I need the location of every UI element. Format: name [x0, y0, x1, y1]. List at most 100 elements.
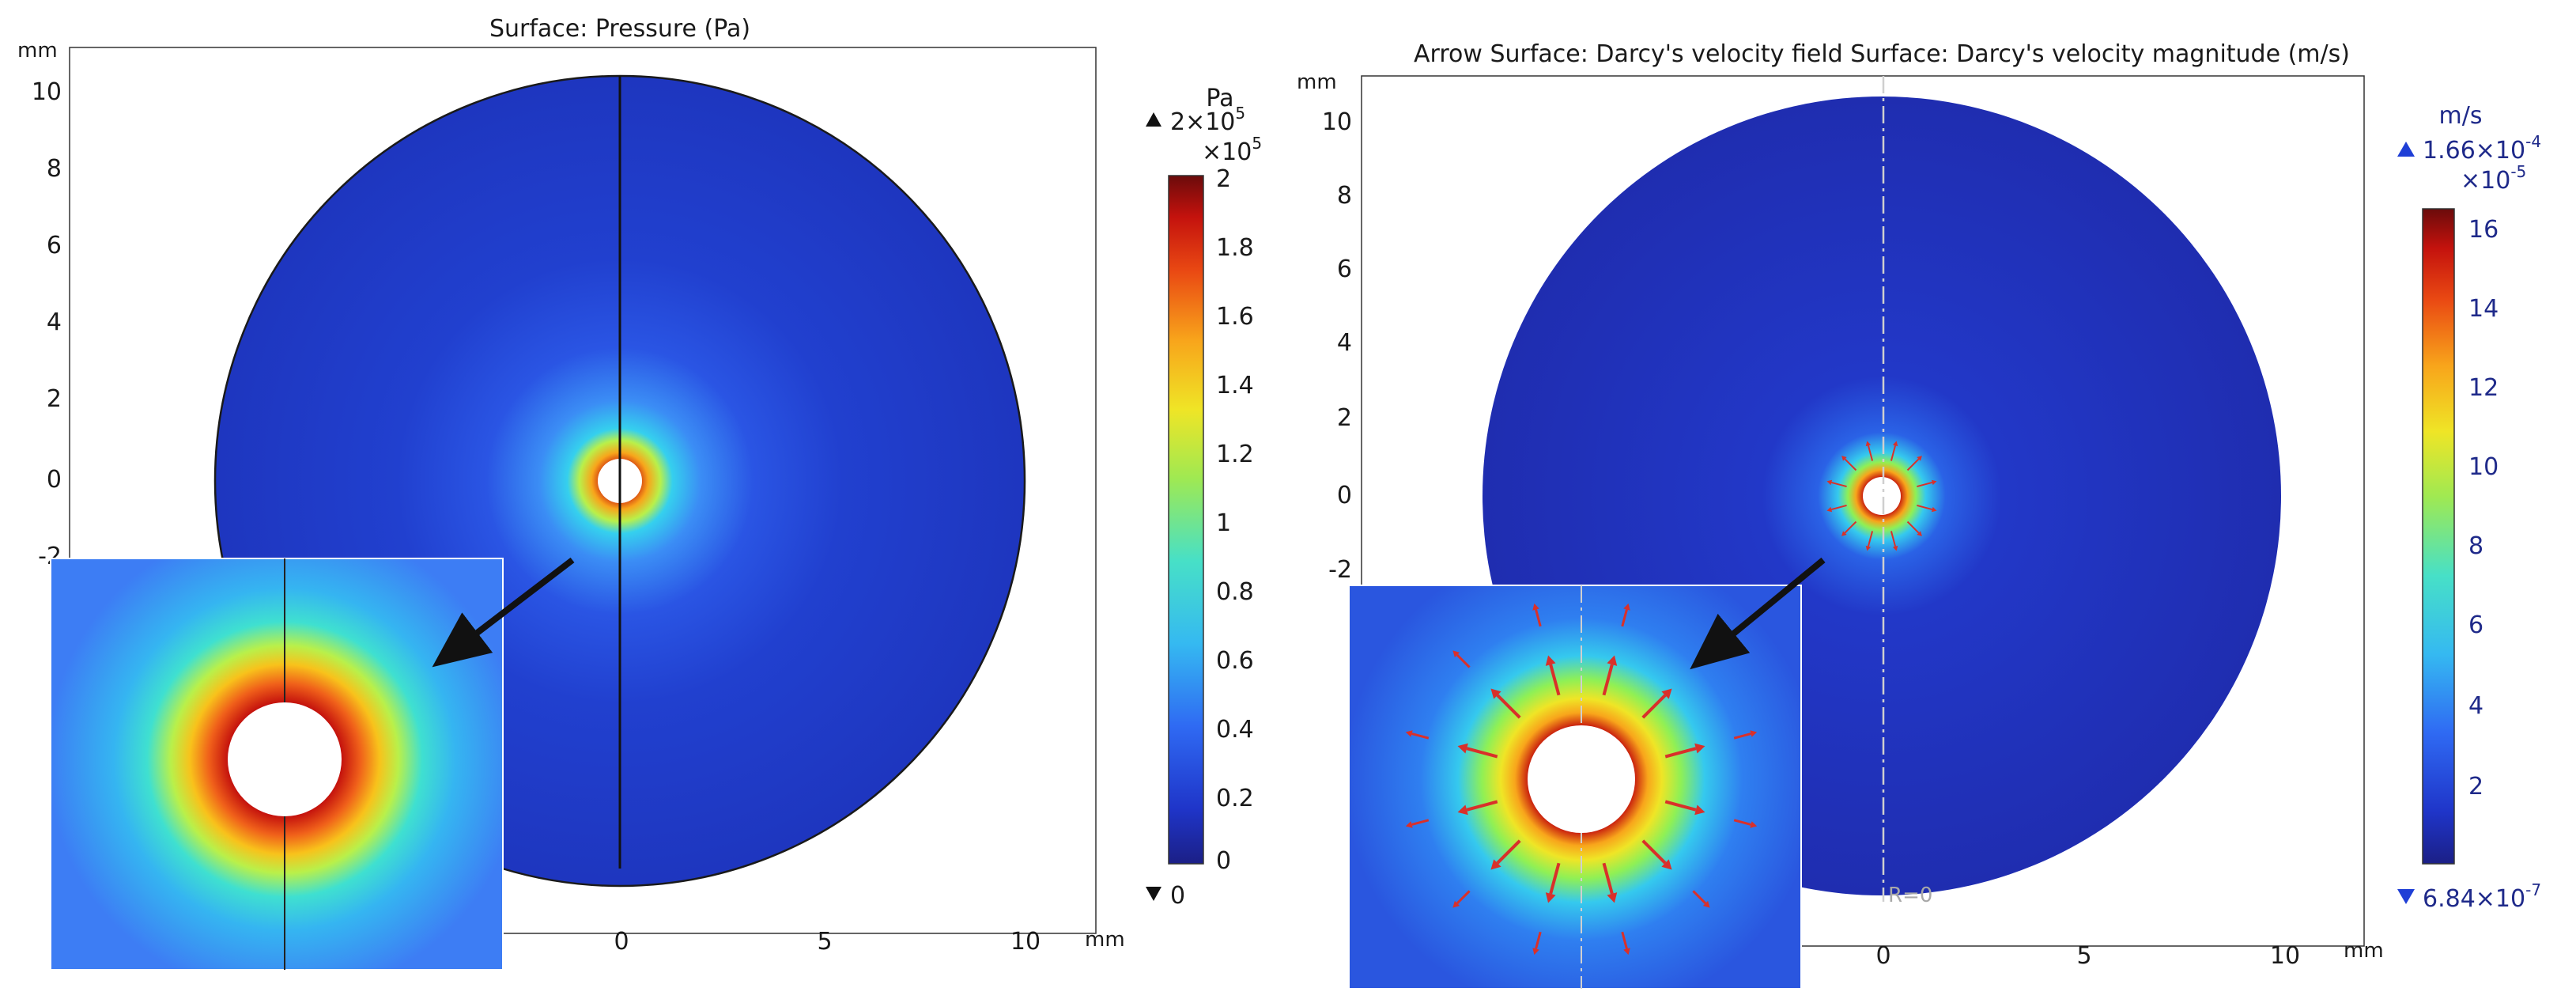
velocity-colorbar-tick: 12: [2468, 374, 2499, 402]
velocity-arrow-head: [1841, 456, 1847, 461]
velocity-arrow-head: [1865, 441, 1872, 447]
velocity-arrow-shaft: [1917, 504, 1933, 511]
pressure-y-tick: 10: [32, 78, 62, 106]
velocity-zoom-arrow: [1690, 557, 1826, 670]
pressure-max-triangle-icon: [1146, 112, 1161, 127]
velocity-x-tick: 0: [1875, 942, 1890, 970]
velocity-well-hole: [1863, 477, 1901, 515]
velocity-arrow-head: [1490, 859, 1501, 870]
pressure-colorbar-tick: 1: [1216, 509, 1231, 537]
velocity-arrow-head: [1694, 804, 1705, 816]
velocity-arrow-shaft: [1641, 694, 1667, 719]
velocity-arrow-head: [1892, 545, 1898, 551]
velocity-arrow-shaft: [1641, 839, 1667, 865]
velocity-arrow-shaft: [1466, 800, 1498, 812]
velocity-y-tick: 6: [1337, 255, 1352, 283]
pressure-colorbar-unit: Pa: [1206, 85, 1233, 112]
velocity-colorbar: m/s 1.66×10-4 ×10-5 16 14 12 10 8 6 4 2 …: [2397, 102, 2541, 913]
velocity-inset-well-hole: [1528, 725, 1635, 833]
pressure-colorbar-tick: 1.4: [1216, 372, 1254, 399]
velocity-arrow-shaft: [1664, 800, 1697, 812]
velocity-arrow-head: [1457, 743, 1468, 754]
velocity-arrow-shaft: [1621, 609, 1628, 627]
velocity-arrow-shaft: [1830, 504, 1847, 511]
velocity-colorbar-gradient: [2422, 208, 2455, 865]
velocity-x-ticks: 0 5 10: [1875, 942, 2300, 970]
velocity-arrow-head: [1892, 441, 1898, 447]
velocity-arrow-head: [1545, 892, 1556, 903]
velocity-arrow-shaft: [1867, 531, 1874, 547]
velocity-arrow-shaft: [1844, 458, 1857, 471]
pressure-y-tick: 4: [47, 308, 62, 336]
velocity-colorbar-max-label: 1.66×10-4: [2423, 132, 2541, 165]
pressure-colorbar-max-label: 2×105: [1170, 104, 1245, 136]
velocity-arrow-head: [1917, 531, 1922, 536]
velocity-arrow-shaft: [1890, 445, 1897, 461]
velocity-colorbar-tick: 8: [2468, 532, 2483, 560]
velocity-arrow-shaft: [1456, 890, 1471, 905]
velocity-arrow-shaft: [1411, 819, 1430, 826]
velocity-arrow-shaft: [1549, 664, 1561, 696]
velocity-arrow-head: [1607, 892, 1618, 903]
velocity-inset: [1348, 585, 1802, 990]
velocity-arrow-head: [1750, 821, 1758, 828]
pressure-y-axis-label: mm: [17, 39, 58, 62]
pressure-colorbar-tick: 0.6: [1216, 647, 1254, 675]
velocity-x-tick: 10: [2270, 942, 2300, 970]
velocity-arrow-shaft: [1456, 653, 1471, 668]
velocity-arrow-head: [1694, 743, 1705, 754]
velocity-arrow-shaft: [1549, 862, 1561, 895]
velocity-arrow-shaft: [1906, 458, 1920, 471]
pressure-min-triangle-icon: [1146, 887, 1161, 901]
velocity-colorbar-multiplier: ×10-5: [2461, 162, 2526, 195]
velocity-arrow-shaft: [1733, 819, 1751, 826]
velocity-arrow-shaft: [1733, 732, 1751, 740]
velocity-title: Arrow Surface: Darcy's velocity field Su…: [1414, 40, 2350, 68]
velocity-arrow-head: [1865, 545, 1872, 551]
pressure-x-ticks: 0 5 10: [614, 928, 1041, 956]
velocity-arrow-head: [1931, 506, 1937, 513]
pressure-panel: Surface: Pressure (Pa) mm mm 10 8 6 4 2 …: [17, 15, 1262, 971]
velocity-y-tick: 2: [1337, 404, 1352, 432]
velocity-arrow-head: [1661, 688, 1672, 699]
velocity-colorbar-tick: 16: [2468, 216, 2499, 244]
velocity-colorbar-tick: 14: [2468, 295, 2499, 323]
velocity-arrow-head: [1545, 655, 1556, 666]
velocity-colorbar-tick: 10: [2468, 453, 2499, 481]
velocity-min-triangle-icon: [2397, 889, 2415, 904]
velocity-arrow-shaft: [1496, 839, 1521, 865]
velocity-arrow-head: [1452, 650, 1460, 658]
velocity-y-tick: 4: [1337, 329, 1352, 357]
pressure-colorbar-tick: 0.2: [1216, 785, 1254, 812]
pressure-x-tick: 10: [1010, 928, 1041, 956]
pressure-zoom-arrow: [432, 557, 575, 668]
pressure-inset-well-hole: [228, 702, 342, 816]
velocity-y-tick: 10: [1322, 108, 1352, 136]
velocity-arrow-shaft: [1890, 531, 1897, 547]
velocity-arrow-head: [1405, 821, 1413, 828]
velocity-arrow-shaft: [1535, 609, 1542, 627]
pressure-colorbar-tick: 1.2: [1216, 441, 1254, 468]
pressure-colorbar-tick: 0.4: [1216, 716, 1254, 744]
velocity-arrow-head: [1917, 456, 1922, 461]
pressure-colorbar-tick: 1.8: [1216, 234, 1254, 262]
velocity-colorbar-min-label: 6.84×10-7: [2423, 880, 2541, 913]
velocity-arrow-head: [1532, 603, 1539, 611]
velocity-y-axis-label: mm: [1297, 70, 1337, 94]
velocity-arrow-shaft: [1602, 664, 1614, 696]
velocity-arrows: [1826, 441, 1937, 551]
velocity-arrow-head: [1607, 655, 1618, 666]
velocity-arrow-shaft: [1535, 931, 1542, 949]
pressure-x-axis-label: mm: [1085, 928, 1125, 952]
velocity-arrow-shaft: [1844, 520, 1857, 534]
velocity-arrow-shaft: [1621, 931, 1628, 949]
velocity-x-tick: 5: [2076, 942, 2091, 970]
pressure-colorbar: Pa 2×105 ×105 2 1.8 1.6 1.4 1.2 1 0.8 0.…: [1146, 85, 1262, 910]
velocity-arrow-head: [1750, 730, 1758, 737]
pressure-colorbar-min-label: 0: [1170, 882, 1185, 910]
pressure-colorbar-tick: 2: [1216, 165, 1231, 193]
velocity-arrow-head: [1841, 531, 1847, 536]
pressure-colorbar-ticks: 2 1.8 1.6 1.4 1.2 1 0.8 0.6 0.4 0.2 0: [1216, 165, 1254, 875]
velocity-arrow-head: [1826, 506, 1833, 513]
velocity-y-ticks: 10 8 6 4 2 0 -2: [1322, 108, 1352, 584]
